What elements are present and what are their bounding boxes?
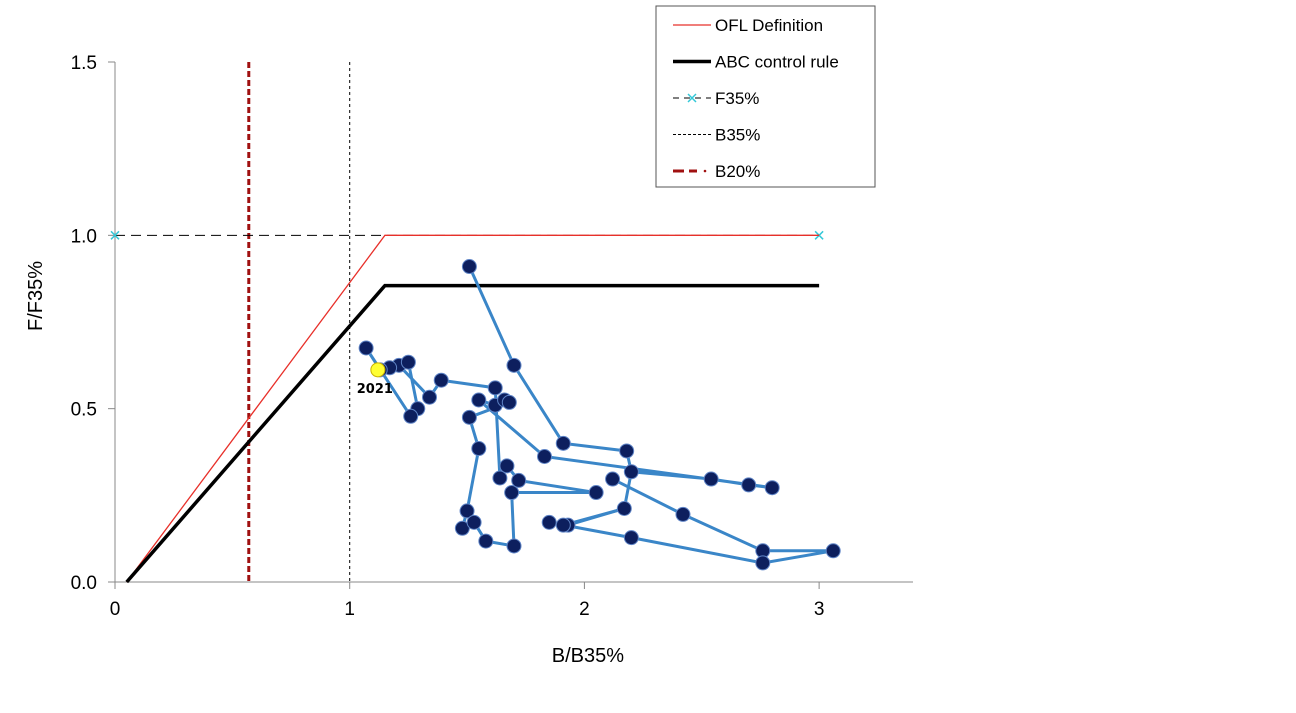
- legend-item-f35: F35%: [673, 89, 759, 108]
- data-point: [623, 464, 639, 480]
- x-tick-label: 0: [110, 599, 121, 620]
- x-tick-label: 2: [579, 599, 590, 620]
- data-point: [741, 477, 757, 493]
- data-point: [755, 555, 771, 571]
- data-point: [422, 389, 438, 405]
- y-tick-label: 1.0: [71, 226, 97, 247]
- y-tick-label: 0.5: [71, 400, 97, 421]
- data-point: [619, 443, 635, 459]
- data-point: [501, 394, 517, 410]
- data-point: [511, 472, 527, 488]
- x-tick-label: 3: [814, 599, 825, 620]
- data-point: [471, 441, 487, 457]
- reference-lines: [110, 62, 824, 584]
- data-point: [825, 543, 841, 559]
- data-point: [555, 517, 571, 533]
- data-point: [461, 259, 477, 275]
- legend-item-ofl: OFL Definition: [673, 16, 823, 35]
- data-point: [764, 480, 780, 496]
- data-point: [555, 435, 571, 451]
- data-point: [605, 471, 621, 487]
- data-point: [506, 357, 522, 373]
- legend-item-b35: B35%: [673, 126, 760, 145]
- data-point: [433, 372, 449, 388]
- data-point: [466, 514, 482, 530]
- legend-label: B35%: [715, 126, 760, 145]
- data-point: [616, 501, 632, 517]
- data-point: [537, 449, 553, 465]
- data-point: [358, 340, 374, 356]
- data-point: [403, 408, 419, 424]
- trajectory: 2021: [357, 259, 841, 571]
- abc-line: [125, 283, 820, 584]
- legend-label: B20%: [715, 162, 760, 181]
- legend-item-abc: ABC control rule: [673, 53, 839, 72]
- data-point: [504, 485, 520, 501]
- data-point: [506, 538, 522, 554]
- data-point: [623, 530, 639, 546]
- y-tick-label: 0.0: [71, 573, 97, 594]
- data-point: [478, 533, 494, 549]
- y-tick-label: 1.5: [71, 53, 97, 74]
- y-axis-title: F/F35%: [25, 261, 47, 331]
- data-point: [454, 520, 470, 536]
- legend-label: ABC control rule: [715, 53, 839, 72]
- legend-label: OFL Definition: [715, 16, 823, 35]
- data-point: [492, 470, 508, 486]
- data-point: [499, 458, 515, 474]
- y-tick-group: 0.0 0.5 1.0 1.5: [71, 53, 115, 594]
- x-axis-title: B/B35%: [552, 645, 624, 667]
- legend-item-b20: B20%: [673, 162, 760, 181]
- data-point: [703, 471, 719, 487]
- data-point: [400, 354, 416, 370]
- f35-marker: [110, 230, 120, 240]
- data-point: [541, 514, 557, 530]
- legend: OFL Definition ABC control rule F35% B35% B2…: [655, 5, 876, 188]
- legend-label: F35%: [715, 89, 759, 108]
- data-point: [588, 485, 604, 501]
- data-point: [487, 380, 503, 396]
- trajectory-line: [364, 265, 773, 548]
- plot-area: 0 1 2 3 0.0 0.5 1.0 1.5 2021: [71, 53, 913, 620]
- ofl-line: [126, 234, 820, 583]
- data-point: [471, 392, 487, 408]
- highlight-point-label: 2021: [357, 382, 393, 397]
- data-point: [675, 506, 691, 522]
- data-point: [459, 503, 475, 519]
- x-tick-group: 0 1 2 3: [110, 582, 825, 620]
- x-tick-label: 1: [344, 599, 355, 620]
- highlight-point: [370, 362, 386, 378]
- data-point: [461, 409, 477, 425]
